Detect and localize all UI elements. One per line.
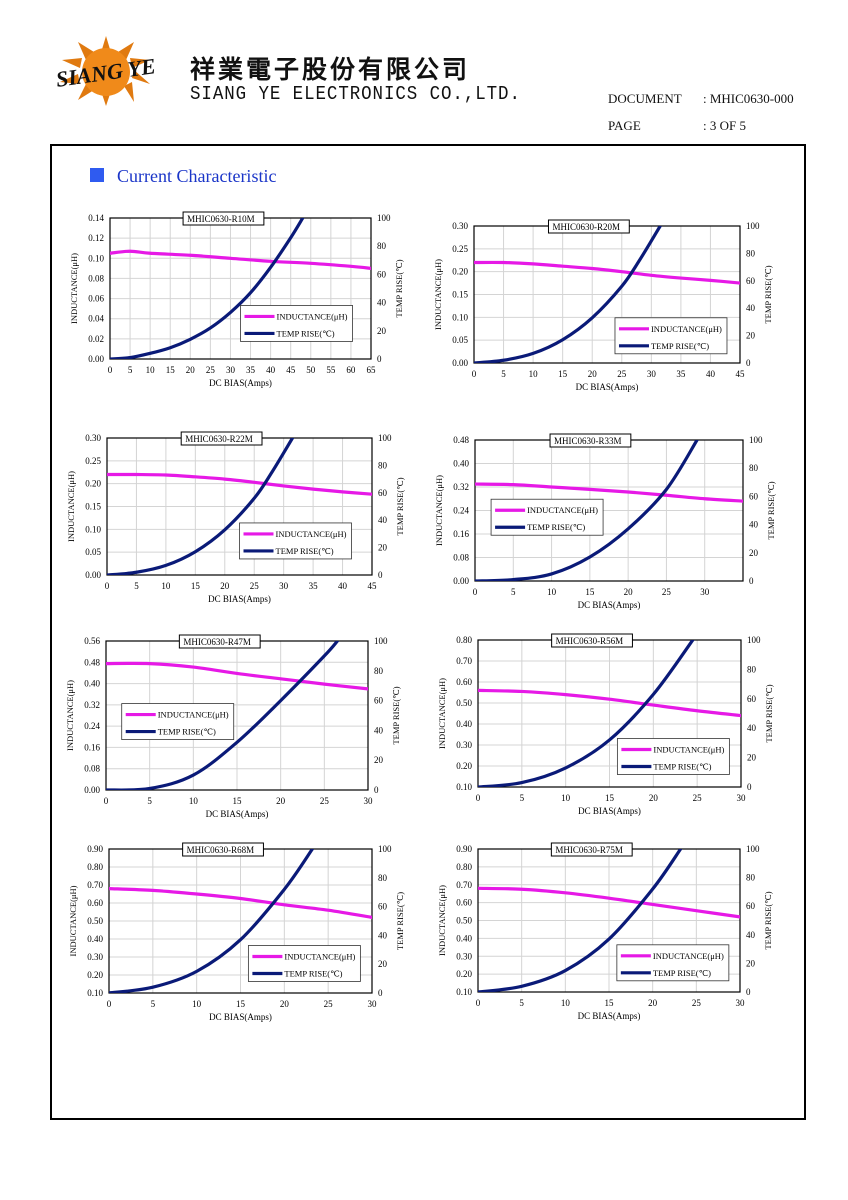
siang-ye-logo: SIANG YE bbox=[54, 36, 157, 106]
document-value: : MHIC0630-000 bbox=[703, 91, 794, 106]
page-value: : 3 OF 5 bbox=[703, 118, 746, 133]
document-label: DOCUMENT bbox=[608, 91, 682, 106]
section-bullet-icon bbox=[90, 168, 104, 182]
company-name-chinese: 祥業電子股份有限公司 bbox=[190, 55, 471, 84]
section-title: Current Characteristic bbox=[117, 166, 277, 186]
page-label: PAGE bbox=[608, 118, 641, 133]
content-frame bbox=[50, 144, 806, 1120]
company-name-english: SIANG YE ELECTRONICS CO.,LTD. bbox=[190, 83, 521, 105]
